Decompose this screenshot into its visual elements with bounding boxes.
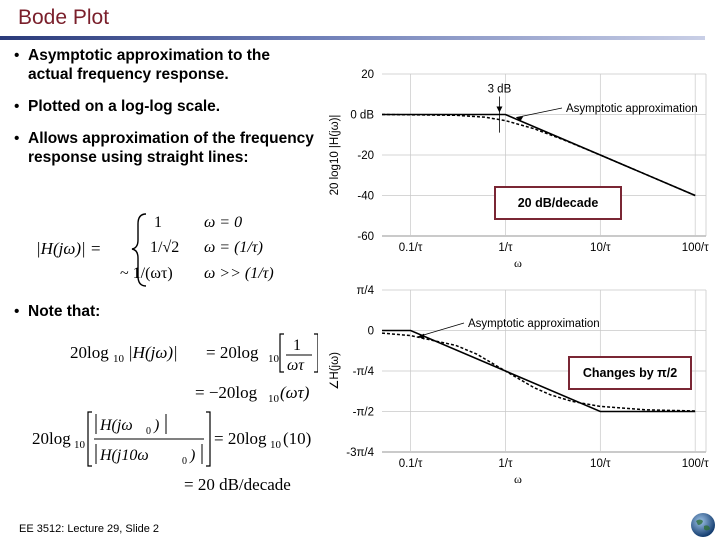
eq2-eq: = 20log <box>214 429 267 448</box>
annotation-asymptotic: Asymptotic approximation <box>468 318 600 330</box>
y-axis-label: 20 log10 |H(jω)| <box>329 115 341 196</box>
eq2-sub: 10 <box>74 439 86 451</box>
svg-text:): ) <box>153 417 159 434</box>
eq2-den-sub: 0 <box>182 456 187 467</box>
phase-plot: π/4 0 -π/4 -π/2 -3π/4 0.1/τ 1/τ 10/τ 100/τ ω ∠H(jω… <box>329 285 709 486</box>
eq2-lhs: 20log <box>32 429 71 448</box>
case-value: ~ 1/(ωτ) <box>120 265 173 282</box>
annotation-asymptotic-arrow <box>418 333 425 340</box>
x-axis-label: ω <box>514 472 522 486</box>
annotation-asymptotic-leader <box>417 322 465 338</box>
slide-title: Bode Plot <box>18 6 110 29</box>
eq2-den: H(j10ω <box>99 447 149 464</box>
eq2-bracket <box>87 411 211 467</box>
brace <box>131 213 147 287</box>
footer-text: EE 3512: Lecture 29, Slide 2 <box>19 523 160 535</box>
y-tick-label: -40 <box>357 191 374 203</box>
y-tick-label: -3π/4 <box>346 447 374 459</box>
annotation-asymptotic: Asymptotic approximation <box>566 103 698 115</box>
equation-decade: 20log 10 H(jω 0 ) H(j10ω 0 ) = 20log 10 … <box>32 411 311 494</box>
bullet-list: Asymptotic approximation to the actual f… <box>14 46 314 180</box>
series-line-asymptote <box>382 329 696 413</box>
piecewise-equation: |H(jω)| = 1 1/√2 ~ 1/(ωτ) ω = 0 ω = (1/τ… <box>36 213 274 287</box>
eq2-num: H(jω <box>99 417 133 434</box>
x-tick-label: 1/τ <box>498 458 513 470</box>
x-tick-label: 10/τ <box>590 242 611 254</box>
annotation-3db: 3 dB <box>488 84 512 96</box>
eq1-sub3: 10 <box>268 393 280 405</box>
x-tick-label: 1/τ <box>498 242 513 254</box>
eq2-arg: (10) <box>283 429 311 448</box>
x-axis-label: ω <box>514 256 522 270</box>
y-tick-label: -π/2 <box>353 407 374 419</box>
y-axis-label: ∠H(jω) <box>329 352 341 390</box>
callout-phase-change: Changes by π/2 <box>568 356 692 390</box>
eq1-sub2: 10 <box>268 353 280 365</box>
y-tick-label: 0 <box>368 325 374 337</box>
callout-slope: 20 dB/decade <box>494 186 622 220</box>
equation-log-magnitude: 20log 10 |H(jω)| = 20log 10 1 ωτ = −20lo… <box>70 333 318 405</box>
annotation-3db-arrow <box>496 106 503 113</box>
x-tick-label: 10/τ <box>590 458 611 470</box>
eq1-line2-arg: (ωτ) <box>280 383 310 402</box>
case-condition: ω = (1/τ) <box>204 239 263 256</box>
bullet-item: Asymptotic approximation to the actual f… <box>14 46 314 84</box>
bullet-item: Allows approximation of the frequency re… <box>14 129 314 167</box>
x-tick-label: 100/τ <box>682 242 709 254</box>
eq2-sub2: 10 <box>270 439 282 451</box>
eq1-sub: 10 <box>113 353 125 365</box>
y-tick-label: -60 <box>357 231 374 243</box>
case-value: 1/√2 <box>150 239 179 256</box>
eq2-result: = 20 dB/decade <box>184 475 291 494</box>
svg-text:): ) <box>189 447 195 464</box>
eq1-lhs: 20log <box>70 343 109 362</box>
eq1-frac-num: 1 <box>293 337 301 354</box>
eq2-num-sub: 0 <box>146 426 151 437</box>
piecewise-lhs: |H(jω)| = <box>36 239 101 258</box>
y-tick-label: -π/4 <box>353 366 375 378</box>
case-condition: ω >> (1/τ) <box>204 265 274 282</box>
annotation-asymptotic-leader <box>516 107 563 118</box>
series-line-asymptote <box>382 113 696 197</box>
case-value: 1 <box>154 214 162 231</box>
x-tick-label: 100/τ <box>682 458 709 470</box>
y-tick-label: 0 dB <box>350 110 374 122</box>
eq1-frac-den: ωτ <box>287 357 305 374</box>
eq1-bracket <box>279 333 318 373</box>
x-tick-label: 0.1/τ <box>399 242 423 254</box>
globe-icon <box>691 513 715 537</box>
eq1-line2: = −20log <box>195 383 258 402</box>
note-bullet: Note that: <box>14 302 100 321</box>
bullet-item: Plotted on a log-log scale. <box>14 97 314 116</box>
magnitude-plot: 20 0 dB -20 -40 -60 0.1/τ 1/τ 10/τ 100/τ ω 20 log1… <box>329 69 709 270</box>
eq1-eq: = 20log <box>206 343 259 362</box>
annotation-asymptotic-arrow <box>516 116 524 122</box>
y-tick-label: -20 <box>357 150 374 162</box>
x-tick-label: 0.1/τ <box>399 458 423 470</box>
y-tick-label: π/4 <box>356 285 374 297</box>
title-rule <box>0 36 705 40</box>
y-tick-label: 20 <box>361 69 374 81</box>
eq1-arg: |H(jω)| <box>128 343 178 362</box>
case-condition: ω = 0 <box>204 214 242 231</box>
